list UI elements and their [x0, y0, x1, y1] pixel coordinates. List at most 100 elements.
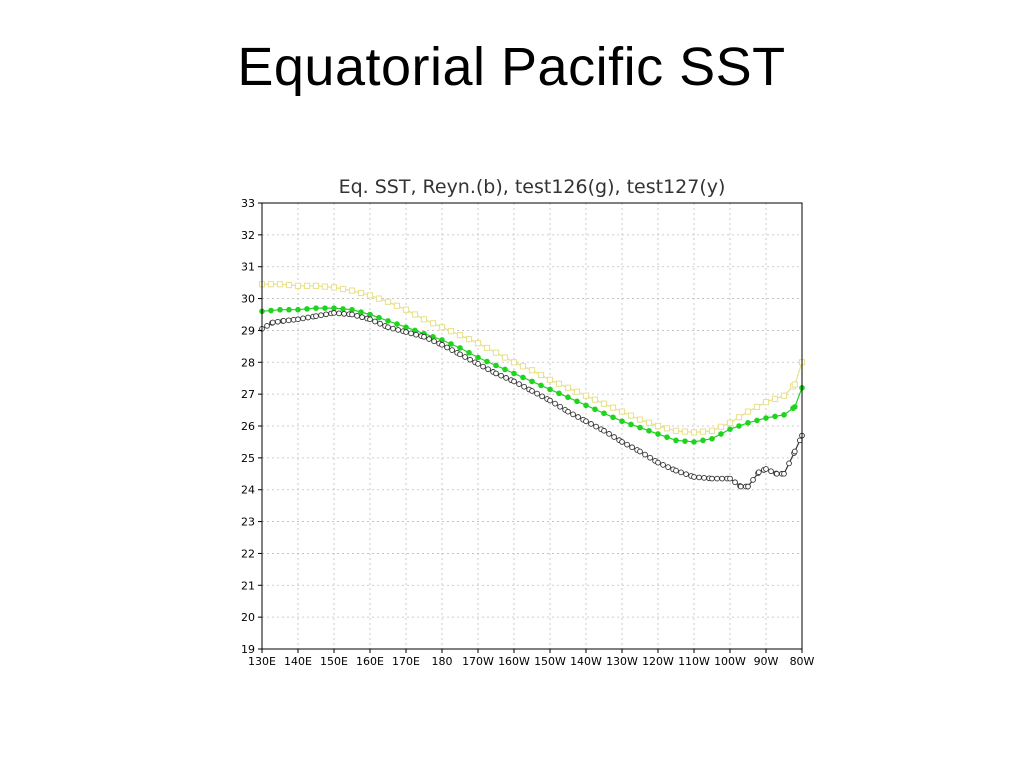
series-point — [588, 421, 594, 427]
series-point — [484, 358, 490, 365]
series-point — [781, 412, 787, 418]
series-point — [573, 388, 581, 395]
series-point — [647, 454, 653, 461]
series-point — [318, 312, 324, 319]
series-point — [624, 441, 630, 448]
series-point — [665, 464, 671, 470]
series-1 — [259, 305, 805, 445]
series-point — [709, 435, 715, 442]
series-point — [408, 330, 414, 337]
series-point — [736, 423, 742, 429]
chart-series-layer — [258, 281, 806, 490]
series-point — [403, 329, 409, 335]
series-point — [519, 363, 527, 370]
series-point — [781, 470, 787, 477]
series-point — [637, 424, 643, 431]
series-point — [264, 323, 270, 329]
series-point — [762, 399, 770, 406]
series-point — [394, 321, 400, 327]
series-point — [492, 349, 500, 356]
series-point — [429, 320, 437, 327]
series-point — [420, 316, 428, 323]
series-point — [678, 469, 684, 476]
series-point — [448, 341, 454, 347]
series-point — [413, 331, 419, 338]
series-point — [763, 415, 769, 421]
series-point — [493, 362, 499, 369]
series-point — [457, 351, 463, 358]
series-point — [628, 421, 634, 428]
x-tick-label: 130E — [248, 655, 276, 668]
series-point — [556, 390, 562, 397]
series-point — [792, 404, 798, 410]
chart-grid — [262, 203, 802, 649]
series-point — [701, 475, 707, 481]
y-tick-label: 31 — [241, 261, 255, 274]
series-point — [642, 451, 648, 458]
series-point — [384, 298, 392, 305]
series-0 — [258, 281, 806, 436]
series-point — [768, 468, 774, 475]
series-point — [336, 310, 342, 317]
series-point — [358, 309, 364, 315]
series-point — [267, 281, 275, 288]
series-point — [366, 292, 374, 299]
series-point — [431, 338, 437, 345]
series-point — [673, 437, 679, 444]
series-point — [521, 383, 527, 390]
y-tick-label: 33 — [241, 197, 255, 210]
series-point — [340, 306, 346, 312]
series-point — [280, 318, 287, 324]
series-point — [727, 426, 733, 432]
series-point — [672, 427, 680, 434]
series-point — [341, 310, 347, 317]
series-point — [627, 412, 635, 419]
series-point — [475, 354, 481, 361]
x-tick-label: 160E — [356, 655, 384, 668]
series-point — [732, 479, 738, 486]
series-point — [426, 336, 432, 342]
series-point — [773, 470, 780, 477]
series-point — [313, 305, 319, 311]
series-point — [520, 374, 526, 381]
series-point — [557, 403, 563, 410]
series-point — [529, 388, 535, 394]
series-point — [555, 380, 563, 387]
y-tick-label: 25 — [241, 452, 255, 465]
series-point — [276, 281, 284, 288]
series-point — [475, 361, 481, 367]
series-point — [696, 474, 702, 481]
series-point — [339, 285, 347, 293]
series-point — [619, 418, 625, 425]
series-point — [457, 345, 463, 351]
series-point — [480, 363, 486, 370]
series-point — [534, 390, 540, 397]
y-tick-label: 22 — [241, 547, 255, 560]
series-point — [763, 466, 769, 472]
series-point — [511, 370, 517, 377]
x-tick-label: 110W — [678, 655, 710, 668]
x-tick-label: 140W — [570, 655, 602, 668]
series-point — [714, 475, 720, 482]
y-tick-label: 24 — [241, 484, 255, 497]
series-point — [547, 397, 553, 404]
series-point — [654, 422, 662, 430]
series-point — [564, 384, 572, 391]
y-tick-label: 27 — [241, 388, 255, 401]
x-tick-label: 150E — [320, 655, 348, 668]
series-point — [645, 419, 653, 426]
series-point — [744, 408, 752, 415]
series-point — [503, 375, 509, 381]
series-point — [663, 425, 671, 432]
series-point — [719, 475, 725, 482]
series-point — [269, 319, 276, 326]
series-point — [385, 324, 391, 331]
series-point — [700, 437, 706, 444]
series-point — [691, 439, 697, 445]
series-point — [511, 378, 517, 385]
chart-title: Eq. SST, Reyn.(b), test126(g), test127(y… — [339, 176, 726, 198]
series-point — [485, 366, 491, 373]
series-point — [385, 318, 391, 324]
series-point — [367, 316, 373, 323]
series-point — [637, 448, 643, 455]
